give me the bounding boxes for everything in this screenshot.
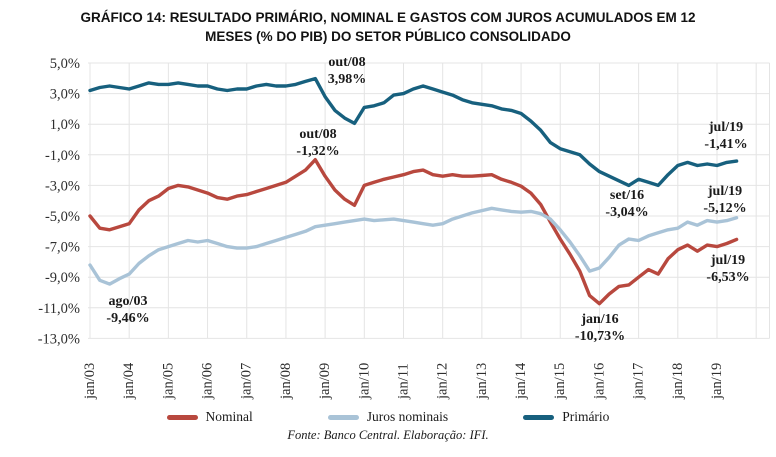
y-tick-label: 5,0% [50,56,80,72]
x-tick-label: jan/11 [395,363,411,400]
legend-label-nominal: Nominal [205,409,253,424]
x-tick-label: jan/14 [513,362,529,400]
annotation-out-08--132: out/08 -1,32% [296,126,339,160]
y-tick-label: -1,0% [45,148,80,164]
legend-swatch-juros-nominais [327,414,359,420]
annotation-value: -3,04% [605,205,649,220]
legend-item-nominal: Nominal [166,409,253,425]
chart-legend: Nominal Juros nominais Primário [0,409,776,425]
x-tick-label: jan/15 [552,363,568,400]
legend-item-juros-nominais: Juros nominais [327,409,449,425]
legend-swatch-nominal [166,414,198,420]
y-tick-label: -13,0% [38,331,80,347]
y-tick-label: -5,0% [45,209,80,225]
y-tick-label: 3,0% [50,87,80,103]
annotation-date: jul/19 [708,120,744,135]
source-note: Fonte: Banco Central. Elaboração: IFI. [287,428,489,442]
annotation-value: -10,73% [574,329,626,344]
legend-item-primario: Primário [523,409,609,425]
y-tick-label: -9,0% [45,270,80,286]
annotation-value: 3,98% [327,72,367,87]
x-tick-label: jan/17 [631,363,647,400]
annotation-date: jan/16 [581,312,619,327]
chart-title-line2: MESES (% DO PIB) DO SETOR PÚBLICO CONSOL… [205,29,571,44]
x-tick-label: jan/07 [239,363,255,400]
y-tick-label: 1,0% [50,117,80,133]
annotation-date: jul/19 [707,184,743,199]
legend-swatch-primario [523,414,555,420]
annotation-value: -9,46% [106,311,150,326]
x-tick-label: jan/10 [356,363,372,400]
x-tick-label: jan/09 [317,363,333,400]
series-line-juros-nominais [88,206,739,286]
annotation-jul-19--512: jul/19 -5,12% [703,183,746,217]
x-tick-label: jan/13 [474,363,490,400]
y-tick-label: -11,0% [38,301,80,317]
annotation-value: -6,53% [706,270,750,285]
chart-title: GRÁFICO 14: RESULTADO PRIMÁRIO, NOMINAL … [0,8,776,46]
annotation-date: set/16 [609,188,645,203]
annotation-set-16--304: set/16 -3,04% [605,187,648,221]
x-tick-label: jan/12 [435,363,451,400]
x-tick-label: jan/19 [709,363,725,400]
annotation-date: out/08 [299,127,337,142]
annotation-value: -1,32% [296,144,340,159]
annotation-jan-16--1073: jan/16 -10,73% [575,311,625,345]
annotation-value: -5,12% [703,201,747,216]
legend-label-juros-nominais: Juros nominais [366,409,449,424]
x-tick-label: jan/05 [160,363,176,400]
annotation-date: ago/03 [108,294,148,309]
legend-label-primario: Primário [562,409,610,424]
y-tick-label: -3,0% [45,178,80,194]
chart-plot: 5,0% 3,0% 1,0% -1,0% -3,0% -5,0% -7,0% -9,0% -11… [38,56,770,400]
annotation-value: -1,41% [704,137,748,152]
x-tick-label: jan/16 [591,363,607,400]
x-tick-label: jan/18 [670,363,686,400]
x-tick-label: jan/03 [82,363,98,400]
annotation-date: jul/19 [710,253,746,268]
x-tick-label: jan/04 [121,362,137,400]
annotation-date: out/08 [328,55,366,70]
x-tick-label: jan/06 [200,363,216,400]
annotation-jul-19--141: jul/19 -1,41% [704,119,747,153]
series-line-primario [88,76,739,188]
y-tick-label: -7,0% [45,240,80,256]
annotation-out-08-398: out/08 3,98% [328,54,367,88]
annotation-jul-19--653: jul/19 -6,53% [706,252,749,286]
chart-title-line1: GRÁFICO 14: RESULTADO PRIMÁRIO, NOMINAL … [80,10,696,25]
annotation-ago-03--946: ago/03 -9,46% [106,293,149,327]
x-tick-label: jan/08 [278,363,294,400]
series-line-nominal [88,157,739,306]
